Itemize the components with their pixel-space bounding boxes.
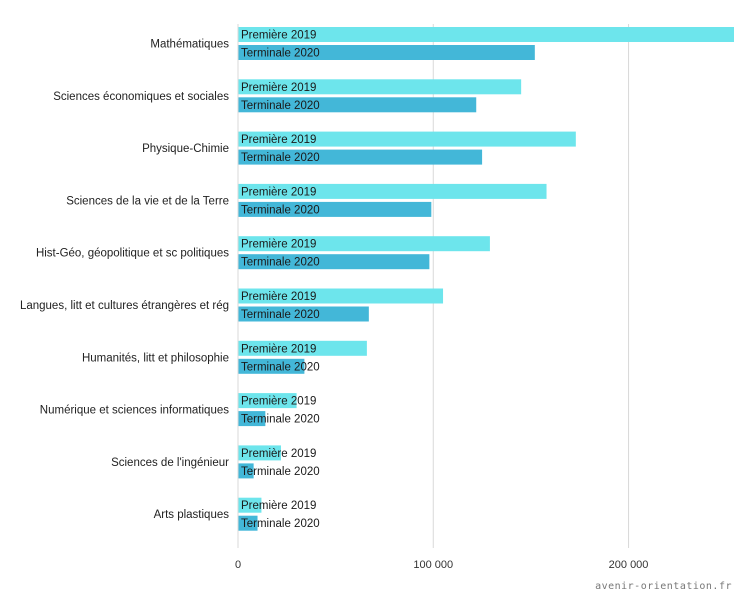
bar-series-label: Première 2019 bbox=[241, 291, 316, 303]
bar-series-label: Terminale 2020 bbox=[241, 48, 320, 60]
bar-series-label: Première 2019 bbox=[241, 82, 316, 94]
bar-series-label: Terminale 2020 bbox=[241, 414, 320, 426]
bar-series-label: Terminale 2020 bbox=[241, 466, 320, 478]
bar-series-label: Première 2019 bbox=[241, 448, 316, 460]
bar-series-label: Première 2019 bbox=[241, 239, 316, 251]
category-label: Numérique et sciences informatiques bbox=[40, 405, 229, 417]
bar-series-label: Terminale 2020 bbox=[241, 361, 320, 373]
bar bbox=[238, 183, 547, 199]
bar bbox=[238, 358, 305, 374]
bar bbox=[238, 393, 297, 409]
bar-series-label: Terminale 2020 bbox=[241, 309, 320, 321]
bar bbox=[238, 463, 254, 479]
category-label: Arts plastiques bbox=[154, 509, 230, 521]
bar bbox=[238, 149, 483, 165]
bar-series-label: Première 2019 bbox=[241, 396, 316, 408]
bar bbox=[238, 340, 367, 356]
watermark: avenir-orientation.fr bbox=[595, 581, 732, 592]
category-label: Humanités, litt et philosophie bbox=[82, 352, 229, 364]
x-tick-label: 200 000 bbox=[609, 559, 649, 571]
bar bbox=[238, 131, 576, 147]
bar bbox=[238, 97, 477, 113]
bar-series-label: Première 2019 bbox=[241, 500, 316, 512]
bar-series-label: Terminale 2020 bbox=[241, 152, 320, 164]
bar bbox=[238, 79, 522, 95]
category-label: Mathématiques bbox=[150, 39, 229, 51]
x-tick-label: 100 000 bbox=[413, 559, 453, 571]
bar-series-label: Première 2019 bbox=[241, 343, 316, 355]
bar bbox=[238, 306, 369, 322]
bar bbox=[238, 27, 734, 42]
bar-series-label: Terminale 2020 bbox=[241, 100, 320, 112]
category-label: Sciences économiques et sociales bbox=[53, 91, 229, 103]
bar bbox=[238, 515, 258, 531]
category-label: Langues, litt et cultures étrangères et … bbox=[20, 300, 229, 312]
category-label: Physique-Chimie bbox=[142, 143, 229, 155]
x-tick-label: 0 bbox=[235, 559, 241, 571]
bar-series-label: Terminale 2020 bbox=[241, 204, 320, 216]
bar-series-label: Première 2019 bbox=[241, 134, 316, 146]
category-label: Sciences de l'ingénieur bbox=[111, 457, 229, 469]
bar bbox=[238, 288, 444, 304]
bar bbox=[238, 254, 430, 270]
bar-series-label: Terminale 2020 bbox=[241, 257, 320, 269]
bar bbox=[238, 236, 490, 252]
bar-series-label: Première 2019 bbox=[241, 30, 316, 42]
bar bbox=[238, 45, 535, 60]
category-label: Hist-Géo, géopolitique et sc politiques bbox=[36, 248, 229, 260]
bar bbox=[238, 445, 281, 461]
bar bbox=[238, 411, 266, 427]
category-label: Sciences de la vie et de la Terre bbox=[66, 195, 229, 207]
bar bbox=[238, 201, 432, 217]
bar-series-label: Terminale 2020 bbox=[241, 518, 320, 530]
bar bbox=[238, 497, 262, 513]
bar-series-label: Première 2019 bbox=[241, 186, 316, 198]
